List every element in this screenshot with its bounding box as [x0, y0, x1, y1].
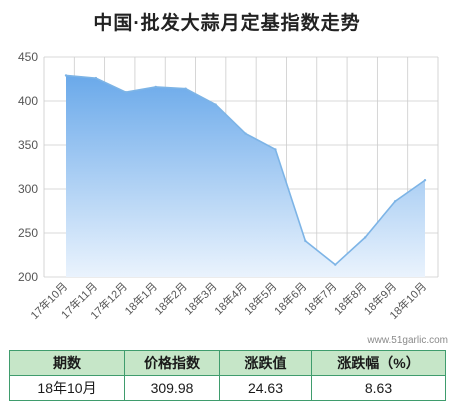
data-point: [64, 74, 68, 77]
data-point: [94, 76, 98, 80]
data-point: [124, 91, 128, 94]
header-change-percent: 涨跌幅（%）: [311, 350, 446, 376]
header-change-value: 涨跌值: [219, 350, 312, 376]
data-point: [274, 148, 277, 151]
data-point: [423, 179, 427, 182]
table-header-row: 期数 价格指数 涨跌值 涨跌幅（%）: [9, 350, 446, 376]
y-tick-label: 400: [18, 94, 38, 108]
header-period: 期数: [9, 350, 125, 376]
cell-price-index: 309.98: [124, 375, 220, 401]
y-tick-label: 300: [18, 182, 38, 196]
data-point: [184, 87, 187, 90]
data-point: [304, 239, 307, 243]
watermark: www.51garlic.com: [367, 335, 448, 346]
chart-title: 中国·批发大蒜月定基指数走势: [93, 13, 361, 34]
area-chart: 200 250 300 350 400 450 17年10月17年11月17年12月18年…: [18, 50, 439, 322]
area-fill: [66, 75, 425, 277]
data-point: [334, 263, 337, 266]
y-tick-label: 250: [18, 226, 38, 240]
data-point: [214, 103, 217, 106]
summary-table: 期数 价格指数 涨跌值 涨跌幅（%） 18年10月 309.98 24.63 8…: [9, 350, 446, 401]
y-tick-label: 200: [18, 270, 38, 284]
y-tick-label: 350: [18, 138, 38, 152]
data-point: [363, 236, 367, 239]
cell-change-percent: 8.63: [311, 375, 446, 401]
data-area: [64, 74, 427, 277]
table-row: 18年10月 309.98 24.63 8.63: [9, 375, 446, 401]
x-axis-ticks: 17年10月17年11月17年12月18年1月18年2月18年3月18年4月18…: [27, 279, 429, 322]
cell-period: 18年10月: [9, 375, 125, 401]
cell-change-value: 24.63: [219, 375, 312, 401]
header-price-index: 价格指数: [124, 350, 220, 376]
y-axis-ticks: 200 250 300 350 400 450: [18, 50, 38, 284]
data-point: [154, 85, 157, 89]
y-tick-label: 450: [18, 50, 38, 64]
data-point: [244, 132, 247, 135]
data-point: [393, 200, 397, 203]
